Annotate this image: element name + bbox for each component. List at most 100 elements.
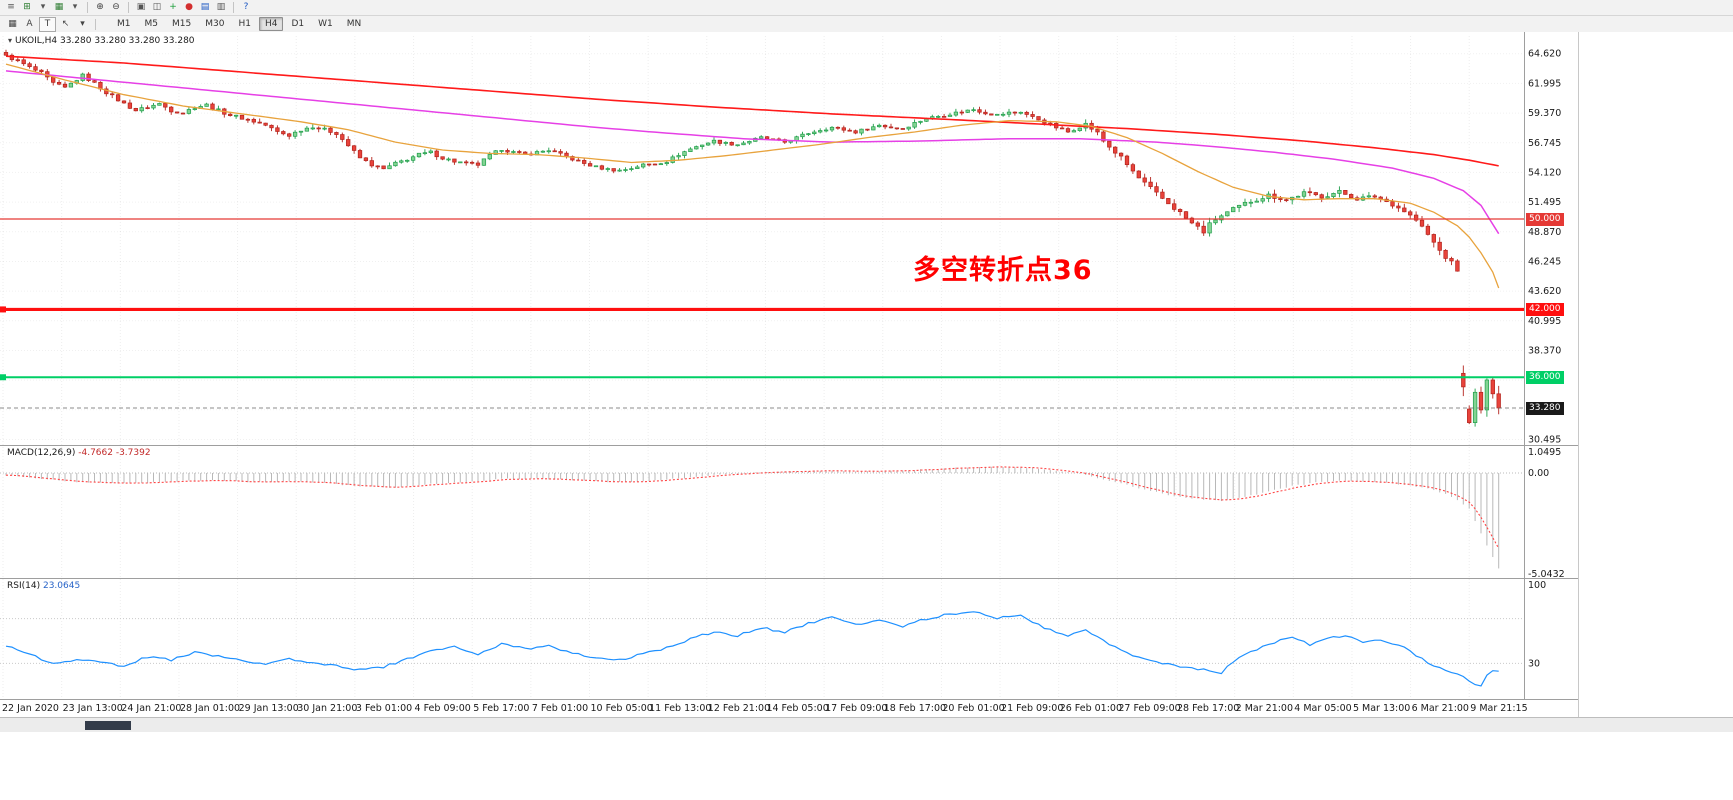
time-axis-label: 5 Feb 17:00 — [473, 703, 529, 714]
chart-window[interactable]: 64.620 61.995 59.370 56.745 54.120 51.495 48.8… — [0, 32, 1733, 731]
price-badge-42.000: 42.000 — [1526, 302, 1564, 316]
print-icon[interactable]: ▥ — [216, 2, 226, 12]
timeframe-MN[interactable]: MN — [346, 19, 362, 29]
ma-mid-magenta[interactable] — [5, 70, 1500, 235]
text-tool-button[interactable]: T — [39, 16, 56, 32]
timeframe-W1[interactable]: W1 — [318, 19, 333, 29]
price-axis-label: 59.370 — [1528, 108, 1561, 119]
profiles-dropdown-icon[interactable]: ▾ — [72, 2, 78, 12]
auto-trading-icon[interactable]: ● — [185, 2, 193, 12]
price-axis-label: 43.620 — [1528, 286, 1561, 297]
grid — [0, 36, 1525, 700]
price-axis-label: 64.620 — [1528, 49, 1561, 60]
new-chart-icon[interactable]: ⊞ — [23, 2, 31, 12]
time-axis-label: 7 Feb 01:00 — [532, 703, 588, 714]
time-axis-label: 3 Feb 01:00 — [356, 703, 412, 714]
macd-pane — [0, 466, 1525, 569]
metaeditor-icon[interactable]: ▤ — [200, 2, 210, 12]
rsi-scale-label: 30 — [1528, 658, 1540, 669]
profiles-icon[interactable]: ▦ — [54, 2, 64, 12]
zoom-out-icon[interactable]: ⊖ — [112, 2, 120, 12]
chart-menu-icon[interactable]: ▾ — [8, 36, 13, 45]
time-axis-label: 30 Jan 21:00 — [297, 703, 357, 714]
time-axis-label: 5 Mar 13:00 — [1353, 703, 1410, 714]
rsi-label: RSI(14) 23.0645 — [7, 581, 80, 591]
price-axis-label: 30.495 — [1528, 434, 1561, 445]
rsi-line — [5, 611, 1499, 687]
price-axis-label: 48.870 — [1528, 227, 1561, 238]
help-icon[interactable]: ? — [243, 2, 249, 12]
annotations-tool-button[interactable]: A — [26, 18, 33, 29]
annotation-text: 多空转折点36 — [913, 255, 1093, 286]
price-axis-label: 61.995 — [1528, 78, 1561, 89]
price-axis-label: 54.120 — [1528, 167, 1561, 178]
time-axis-label: 2 Mar 21:00 — [1236, 703, 1293, 714]
time-axis-label: 6 Mar 21:00 — [1412, 703, 1469, 714]
timeframe-bar: M1 M5 M15 M30 H1 H4 D1 W1 MN — [110, 17, 368, 31]
macd-scale-label: 0.00 — [1528, 468, 1549, 479]
macd-values: -4.7662 -3.7392 — [78, 448, 151, 458]
tile-windows-icon[interactable]: ▣ — [136, 2, 146, 12]
price-axis-label: 38.370 — [1528, 345, 1561, 356]
time-axis-label: 24 Jan 21:00 — [121, 703, 181, 714]
timeframe-M15[interactable]: M15 — [172, 19, 192, 29]
timeframe-H4[interactable]: H4 — [258, 17, 284, 31]
time-axis-label: 17 Feb 09:00 — [825, 703, 887, 714]
price-badge-50.000: 50.000 — [1526, 212, 1564, 226]
timeframe-M30[interactable]: M30 — [205, 19, 225, 29]
status-strip — [0, 717, 1733, 732]
time-axis-label: 10 Feb 05:00 — [591, 703, 653, 714]
time-axis-label: 28 Feb 17:00 — [1177, 703, 1239, 714]
ma-fast-orange[interactable] — [5, 63, 1500, 289]
axis-labels: 64.620 61.995 59.370 56.745 54.120 51.495 48.8… — [2, 49, 1565, 714]
symbol-ohlc-text: UKOIL,H4 33.280 33.280 33.280 33.280 — [15, 36, 195, 46]
draw-dropdown-icon[interactable]: ▾ — [80, 18, 85, 29]
price-axis-label: 40.995 — [1528, 316, 1561, 327]
rsi-scale-label: 100 — [1528, 580, 1546, 591]
cascade-windows-icon[interactable]: ◫ — [152, 2, 162, 12]
main-toolbar: ≡ ⊞ ▾ ▦ ▾ ⊕ ⊖ ▣ ◫ + ● ▤ ▥? — [0, 0, 1733, 16]
time-axis-label: 4 Feb 09:00 — [415, 703, 471, 714]
time-axis-label: 21 Feb 09:00 — [1001, 703, 1063, 714]
grid-toggle-icon[interactable]: ▦ — [8, 18, 17, 29]
price-axis-label: 51.495 — [1528, 197, 1561, 208]
price-badge-36.000: 36.000 — [1526, 370, 1564, 384]
zoom-in-icon[interactable]: ⊕ — [96, 2, 104, 12]
time-axis-label: 23 Jan 13:00 — [63, 703, 123, 714]
hlines — [0, 218, 1525, 409]
time-axis-label: 26 Feb 01:00 — [1060, 703, 1122, 714]
toolbar-separator — [95, 18, 96, 30]
frame — [0, 32, 1579, 717]
candlesticks — [3, 49, 1501, 427]
studies-toolbar: ▦ A T ↖ ▾ M1 M5 M15 M30 H1 H4 D1 W1 MN — [0, 16, 1733, 33]
chart-canvas[interactable]: 64.620 61.995 59.370 56.745 54.120 51.495 48.8… — [0, 32, 1733, 731]
toolbar-separator — [128, 2, 129, 13]
ma-slow-red[interactable] — [5, 55, 1499, 167]
timeframe-M1[interactable]: M1 — [117, 19, 131, 29]
macd-signal-line — [5, 466, 1500, 549]
timeframe-D1[interactable]: D1 — [291, 19, 305, 29]
timeframe-M5[interactable]: M5 — [144, 19, 159, 29]
time-axis-label: 22 Jan 2020 — [2, 703, 59, 714]
time-axis-label: 9 Mar 21:15 — [1470, 703, 1527, 714]
rsi-name: RSI(14) — [7, 581, 41, 591]
time-axis-label: 28 Jan 01:00 — [180, 703, 240, 714]
taskbar-item — [85, 721, 131, 730]
time-axis-label: 29 Jan 13:00 — [239, 703, 299, 714]
toolbar-separator — [87, 2, 88, 13]
timeframe-H1[interactable]: H1 — [238, 19, 251, 29]
time-axis-label: 27 Feb 09:00 — [1118, 703, 1180, 714]
draw-arrow-icon[interactable]: ↖ — [61, 18, 70, 29]
rsi-pane — [0, 611, 1525, 687]
time-axis-label: 18 Feb 17:00 — [884, 703, 946, 714]
price-axis-label: 56.745 — [1528, 138, 1561, 149]
menu-icon[interactable]: ≡ — [7, 2, 15, 12]
macd-scale-label: 1.0495 — [1528, 447, 1561, 458]
chart-type-dropdown-icon[interactable]: ▾ — [40, 2, 46, 12]
time-axis-label: 12 Feb 21:00 — [708, 703, 770, 714]
macd-label: MACD(12,26,9) -4.7662 -3.7392 — [7, 448, 151, 458]
chart-title: ▾ UKOIL,H4 33.280 33.280 33.280 33.280 — [8, 36, 195, 46]
new-order-icon[interactable]: + — [169, 2, 177, 12]
time-axis-label: 14 Feb 05:00 — [766, 703, 828, 714]
